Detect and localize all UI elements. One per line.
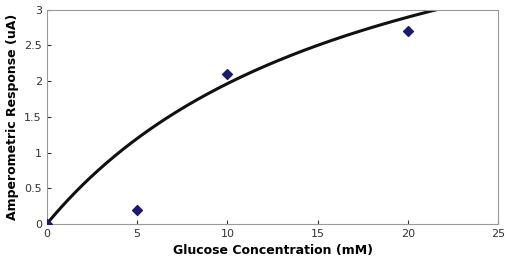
- Point: [42, 222, 51, 226]
- Point: [223, 72, 231, 76]
- Y-axis label: Amperometric Response (uA): Amperometric Response (uA): [6, 14, 18, 220]
- Point: [404, 29, 412, 33]
- X-axis label: Glucose Concentration (mM): Glucose Concentration (mM): [173, 244, 373, 257]
- Point: [133, 208, 141, 212]
